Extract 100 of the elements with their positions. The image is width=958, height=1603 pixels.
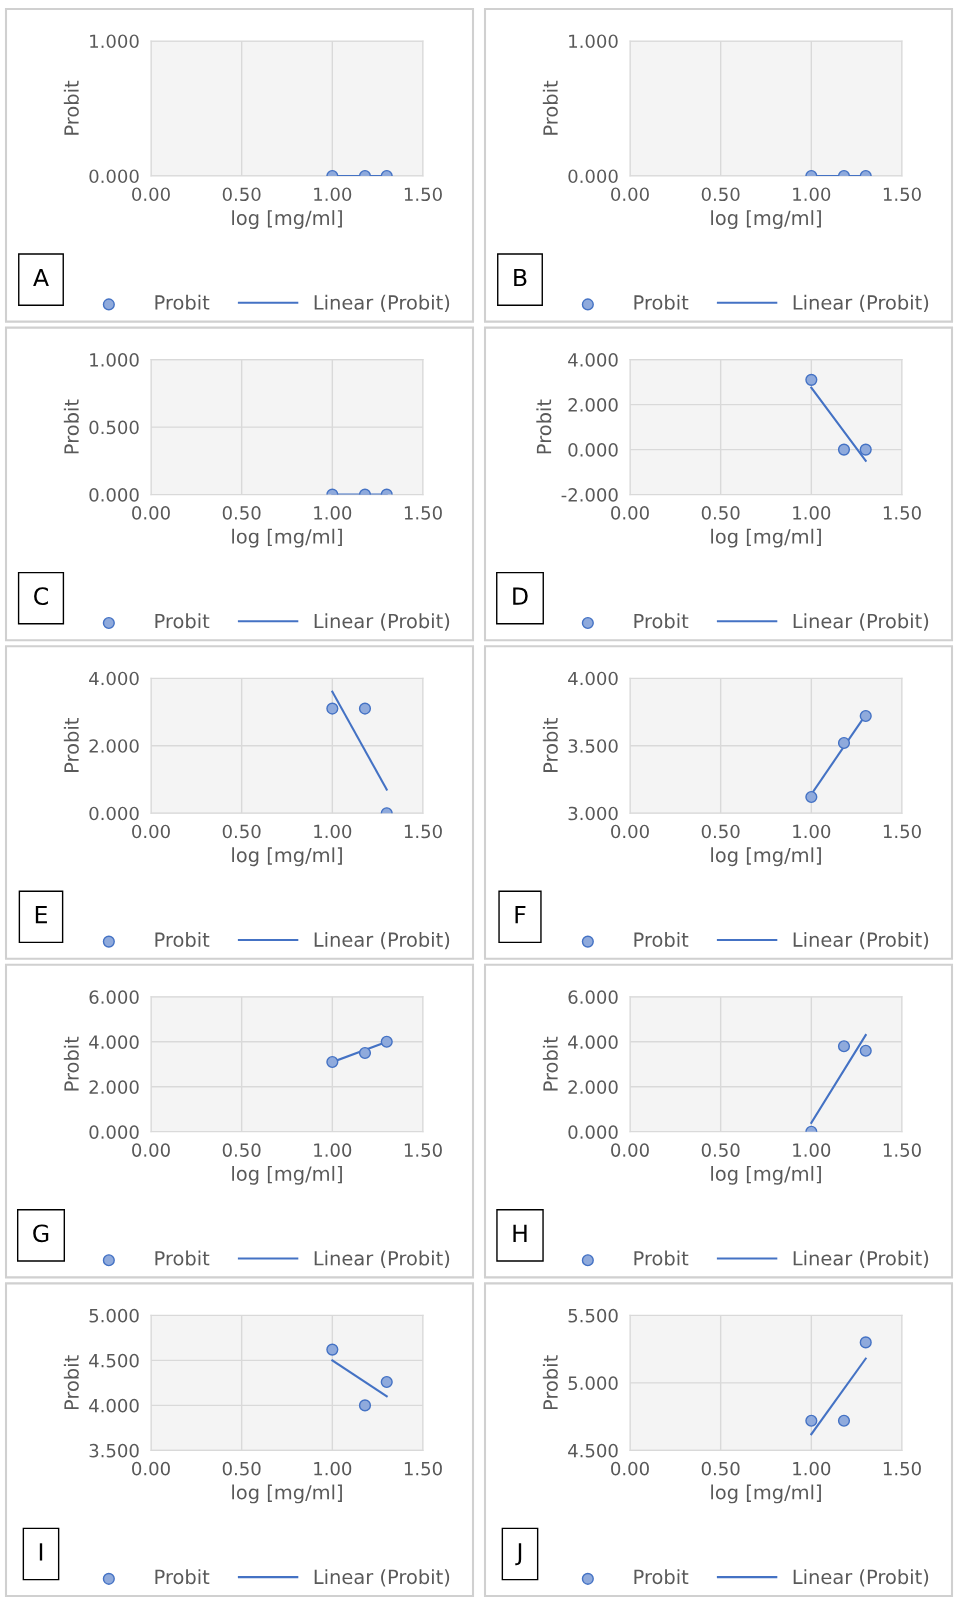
x-tick-label: 1.50 bbox=[883, 187, 921, 202]
point bbox=[837, 1040, 851, 1053]
y-tick-label: 1.000 bbox=[569, 34, 618, 49]
legend-label: Probit bbox=[634, 931, 689, 947]
x-tick-label: 1.50 bbox=[404, 824, 442, 839]
point bbox=[837, 736, 851, 750]
y-tick-label: 3.000 bbox=[568, 806, 618, 821]
point bbox=[859, 1044, 872, 1057]
y-tick-label: -2.000 bbox=[561, 488, 618, 502]
y-axis-title: Probit bbox=[63, 718, 79, 772]
legend-label: Probit bbox=[155, 1250, 210, 1266]
legend-label: Linear (Probit) bbox=[314, 931, 450, 950]
x-tick-label: 1.00 bbox=[793, 506, 831, 520]
point bbox=[380, 1035, 393, 1048]
x-tick-label: 0.00 bbox=[132, 1143, 170, 1157]
x-tick-label: 0.50 bbox=[701, 824, 740, 839]
y-tick-label: 2.000 bbox=[89, 1080, 139, 1094]
text: F bbox=[515, 906, 526, 924]
y-tick-label: 4.000 bbox=[568, 671, 618, 686]
x-tick-label: 0.50 bbox=[222, 1461, 261, 1476]
y-tick-label: 6.000 bbox=[89, 990, 139, 1004]
y-tick-label: 0.000 bbox=[89, 488, 139, 502]
x-tick-label: 0.00 bbox=[611, 187, 649, 202]
y-tick-label: 3.500 bbox=[89, 1443, 139, 1458]
x-tick-label: 0.00 bbox=[132, 506, 170, 520]
x-tick-label: 1.50 bbox=[404, 187, 442, 202]
legend-label: Linear (Probit) bbox=[314, 613, 450, 631]
legend-label: Linear (Probit) bbox=[793, 613, 929, 631]
point bbox=[358, 1046, 372, 1060]
legend-label: Probit bbox=[155, 294, 210, 310]
x-tick-label: 0.00 bbox=[132, 824, 170, 839]
y-tick-label: 0.000 bbox=[568, 443, 618, 457]
y-axis-title: Probit bbox=[542, 1355, 558, 1410]
point bbox=[380, 1375, 393, 1389]
x-axis-title: log [mg/ml] bbox=[232, 847, 342, 867]
legend-label: Probit bbox=[155, 931, 210, 947]
legend-label: Linear (Probit) bbox=[793, 294, 929, 313]
y-tick-label: 4.500 bbox=[568, 1443, 618, 1458]
x-tick-label: 0.00 bbox=[611, 1143, 649, 1157]
y-axis-title: Probit bbox=[542, 718, 558, 772]
point bbox=[326, 1343, 339, 1356]
x-tick-label: 1.00 bbox=[314, 187, 352, 202]
y-tick-label: 4.500 bbox=[89, 1353, 139, 1368]
y-tick-label: 4.000 bbox=[89, 671, 139, 686]
x-tick-label: 0.50 bbox=[222, 824, 261, 839]
x-axis-title: log [mg/ml] bbox=[711, 1484, 821, 1504]
x-axis-title: log [mg/ml] bbox=[232, 1165, 342, 1185]
text: H bbox=[513, 1224, 527, 1242]
legend-label: Probit bbox=[634, 1250, 689, 1266]
y-axis-title: Probit bbox=[542, 80, 558, 135]
x-tick-label: 1.00 bbox=[314, 506, 352, 520]
x-tick-label: 1.00 bbox=[793, 824, 831, 839]
y-tick-label: 4.000 bbox=[568, 353, 618, 367]
x-tick-label: 0.50 bbox=[701, 506, 740, 520]
legend-label: Probit bbox=[634, 1569, 689, 1585]
y-tick-label: 2.000 bbox=[568, 398, 618, 412]
x-tick-label: 1.00 bbox=[314, 824, 352, 839]
y-axis-title: Probit bbox=[536, 399, 552, 454]
x-axis-title: log [mg/ml] bbox=[711, 528, 821, 548]
legend-label: Linear (Probit) bbox=[793, 931, 929, 950]
x-tick-label: 1.00 bbox=[793, 187, 831, 202]
y-axis-title: Probit bbox=[63, 399, 79, 454]
legend-label: Probit bbox=[634, 294, 689, 310]
x-tick-label: 1.50 bbox=[404, 1143, 442, 1157]
x-axis-title: log [mg/ml] bbox=[711, 210, 821, 229]
x-tick-label: 1.00 bbox=[793, 1461, 831, 1476]
point bbox=[326, 1055, 339, 1069]
x-axis-title: log [mg/ml] bbox=[232, 1484, 342, 1504]
x-tick-label: 1.50 bbox=[404, 1461, 442, 1476]
y-tick-label: 4.000 bbox=[568, 1035, 618, 1049]
point bbox=[859, 709, 872, 723]
text: E bbox=[35, 906, 47, 924]
legend-label: Linear (Probit) bbox=[314, 1250, 450, 1268]
text: A bbox=[33, 268, 49, 287]
legend-label: Probit bbox=[155, 613, 210, 629]
point bbox=[805, 790, 818, 804]
x-tick-label: 1.50 bbox=[883, 1143, 921, 1157]
y-tick-label: 2.000 bbox=[568, 1080, 618, 1094]
x-axis-title: log [mg/ml] bbox=[711, 1165, 821, 1185]
y-tick-label: 1.000 bbox=[90, 34, 139, 49]
x-tick-label: 0.50 bbox=[701, 187, 740, 202]
x-tick-label: 0.50 bbox=[222, 506, 261, 520]
legend-label: Linear (Probit) bbox=[793, 1250, 929, 1268]
x-tick-label: 1.50 bbox=[404, 506, 442, 520]
x-tick-label: 1.50 bbox=[883, 506, 921, 520]
y-tick-label: 6.000 bbox=[568, 990, 618, 1004]
y-tick-label: 0.000 bbox=[568, 1125, 618, 1139]
text: D bbox=[513, 587, 528, 605]
y-tick-label: 0.500 bbox=[89, 420, 139, 435]
y-axis-title: Probit bbox=[63, 1355, 79, 1410]
x-tick-label: 1.00 bbox=[793, 1143, 831, 1157]
x-tick-label: 0.00 bbox=[611, 506, 649, 520]
text: B bbox=[514, 268, 527, 287]
x-tick-label: 0.00 bbox=[132, 187, 170, 202]
x-tick-label: 0.50 bbox=[222, 187, 261, 202]
y-tick-label: 3.500 bbox=[568, 739, 618, 753]
x-tick-label: 0.50 bbox=[701, 1461, 740, 1476]
point bbox=[358, 1399, 372, 1412]
y-tick-label: 0.000 bbox=[89, 169, 139, 184]
x-tick-label: 1.00 bbox=[314, 1461, 352, 1476]
